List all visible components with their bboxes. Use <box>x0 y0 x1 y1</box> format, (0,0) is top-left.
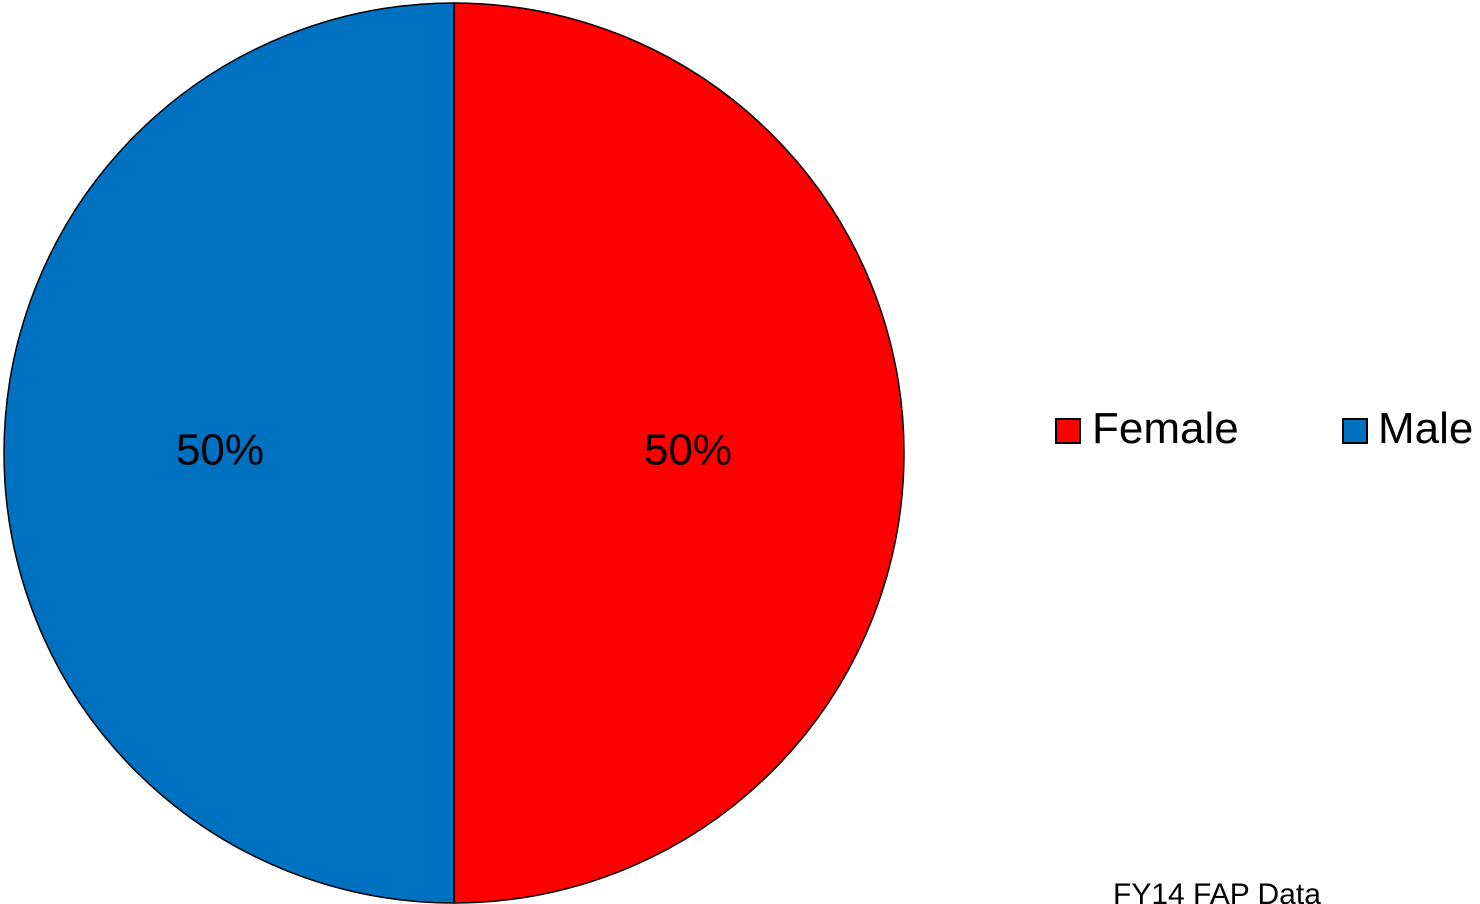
legend-swatch-male <box>1342 418 1368 444</box>
legend-label-male: Male <box>1378 404 1473 453</box>
data-label-female: 50% <box>644 426 732 475</box>
pie-slice-female <box>453 2 905 904</box>
legend-swatch-female <box>1055 418 1081 444</box>
data-label-male: 50% <box>176 426 264 475</box>
pie-slices <box>3 2 905 904</box>
legend: Female Male <box>1055 404 1473 453</box>
source-note: FY14 FAP Data <box>1113 878 1321 904</box>
legend-item-female: Female <box>1055 404 1239 453</box>
pie-slice-male <box>3 2 455 904</box>
legend-item-male: Male <box>1342 404 1473 453</box>
legend-label-female: Female <box>1092 404 1239 453</box>
pie-data-labels: 50% 50% <box>176 426 732 475</box>
